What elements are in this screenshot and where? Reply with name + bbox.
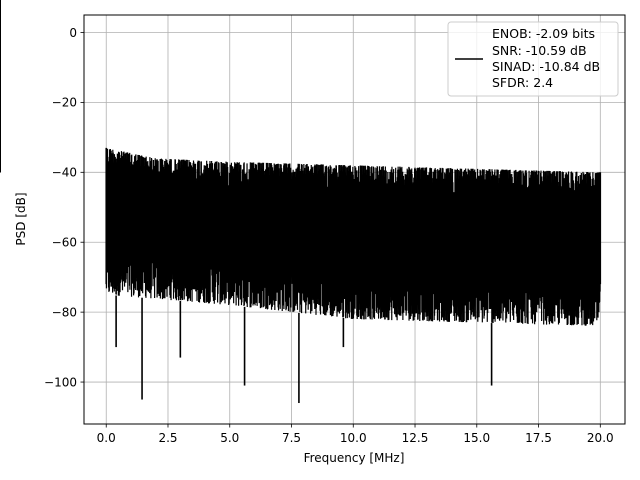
x-tick-label: 5.0	[220, 431, 239, 445]
x-tick-label: 2.5	[158, 431, 177, 445]
legend-entry-sfdr: SFDR: 2.4	[492, 75, 553, 90]
legend-entry-enob: ENOB: -2.09 bits	[492, 26, 595, 41]
y-tick-label: −60	[52, 236, 77, 250]
y-tick-label: 0	[69, 26, 77, 40]
y-tick-label: −100	[44, 375, 77, 389]
x-axis-label: Frequency [MHz]	[304, 451, 405, 465]
x-axis: 0.0 2.5 5.0 7.5 10.0 12.5 15.0 17.5 20.0	[97, 424, 614, 445]
y-tick-label: −80	[52, 305, 77, 319]
x-tick-label: 15.0	[463, 431, 490, 445]
x-tick-label: 20.0	[587, 431, 614, 445]
plot-area-frame	[83, 14, 626, 425]
y-tick-label: −40	[52, 166, 77, 180]
y-tick-label: −20	[52, 96, 77, 110]
x-tick-label: 17.5	[525, 431, 552, 445]
legend: ENOB: -2.09 bits SNR: -10.59 dB SINAD: -…	[447, 21, 619, 97]
legend-box	[447, 21, 619, 97]
y-axis: 0 −20 −40 −60 −80 −100	[44, 26, 84, 389]
psd-noise-trace	[105, 148, 601, 326]
psd-series	[0, 0, 602, 404]
x-tick-label: 10.0	[340, 431, 367, 445]
x-tick-label: 7.5	[282, 431, 301, 445]
legend-entry-snr: SNR: -10.59 dB	[492, 43, 587, 58]
legend-entry-sinad: SINAD: -10.84 dB	[492, 59, 600, 74]
y-axis-label: PSD [dB]	[14, 192, 28, 245]
x-tick-label: 12.5	[402, 431, 429, 445]
x-tick-label: 0.0	[97, 431, 116, 445]
